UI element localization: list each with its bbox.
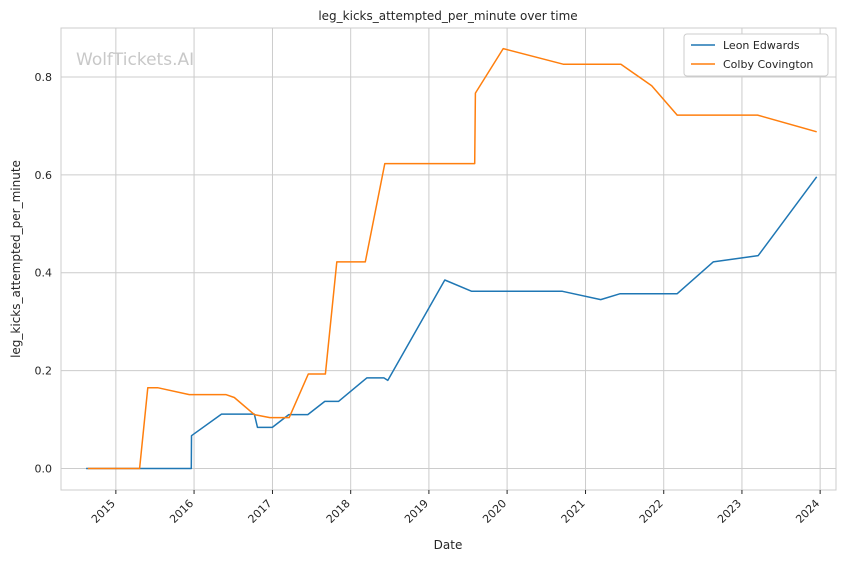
y-tick-label: 0.2 xyxy=(35,365,53,378)
x-tick-label: 2023 xyxy=(715,497,744,526)
chart-title: leg_kicks_attempted_per_minute over time xyxy=(318,9,577,23)
y-tick-label: 0.6 xyxy=(35,169,53,182)
grid-lines xyxy=(61,28,836,494)
series-line-colby-covington xyxy=(87,47,817,470)
y-axis-label: leg_kicks_attempted_per_minute xyxy=(9,160,23,358)
x-tick-label: 2024 xyxy=(793,497,822,526)
x-axis-label: Date xyxy=(434,538,463,552)
legend-label-leon-edwards: Leon Edwards xyxy=(723,39,800,52)
x-tick-label: 2017 xyxy=(246,497,275,526)
x-tick-label: 2022 xyxy=(637,497,666,526)
y-tick-label: 0.8 xyxy=(35,71,53,84)
y-tick-label: 0.0 xyxy=(35,462,53,475)
watermark: WolfTickets.AI xyxy=(76,50,194,70)
x-tick-label: 2019 xyxy=(402,497,431,526)
legend: Leon Edwards Colby Covington xyxy=(683,33,829,77)
y-tick-labels: 0.0 0.2 0.4 0.6 0.8 xyxy=(35,71,53,476)
x-tick-label: 2021 xyxy=(559,497,588,526)
x-tick-labels: 2015 2016 2017 2018 2019 2020 2021 2022 2023 2024 xyxy=(89,497,822,526)
y-tick-label: 0.4 xyxy=(35,267,53,280)
legend-label-colby-covington: Colby Covington xyxy=(723,58,813,71)
x-tick-label: 2015 xyxy=(89,497,118,526)
x-tick-label: 2020 xyxy=(480,497,509,526)
x-tick-label: 2018 xyxy=(324,497,353,526)
plot-area xyxy=(60,27,837,491)
x-tick-label: 2016 xyxy=(167,497,196,526)
legend-box xyxy=(683,33,829,77)
series-layer xyxy=(86,47,818,470)
series-line-leon-edwards xyxy=(86,176,818,470)
